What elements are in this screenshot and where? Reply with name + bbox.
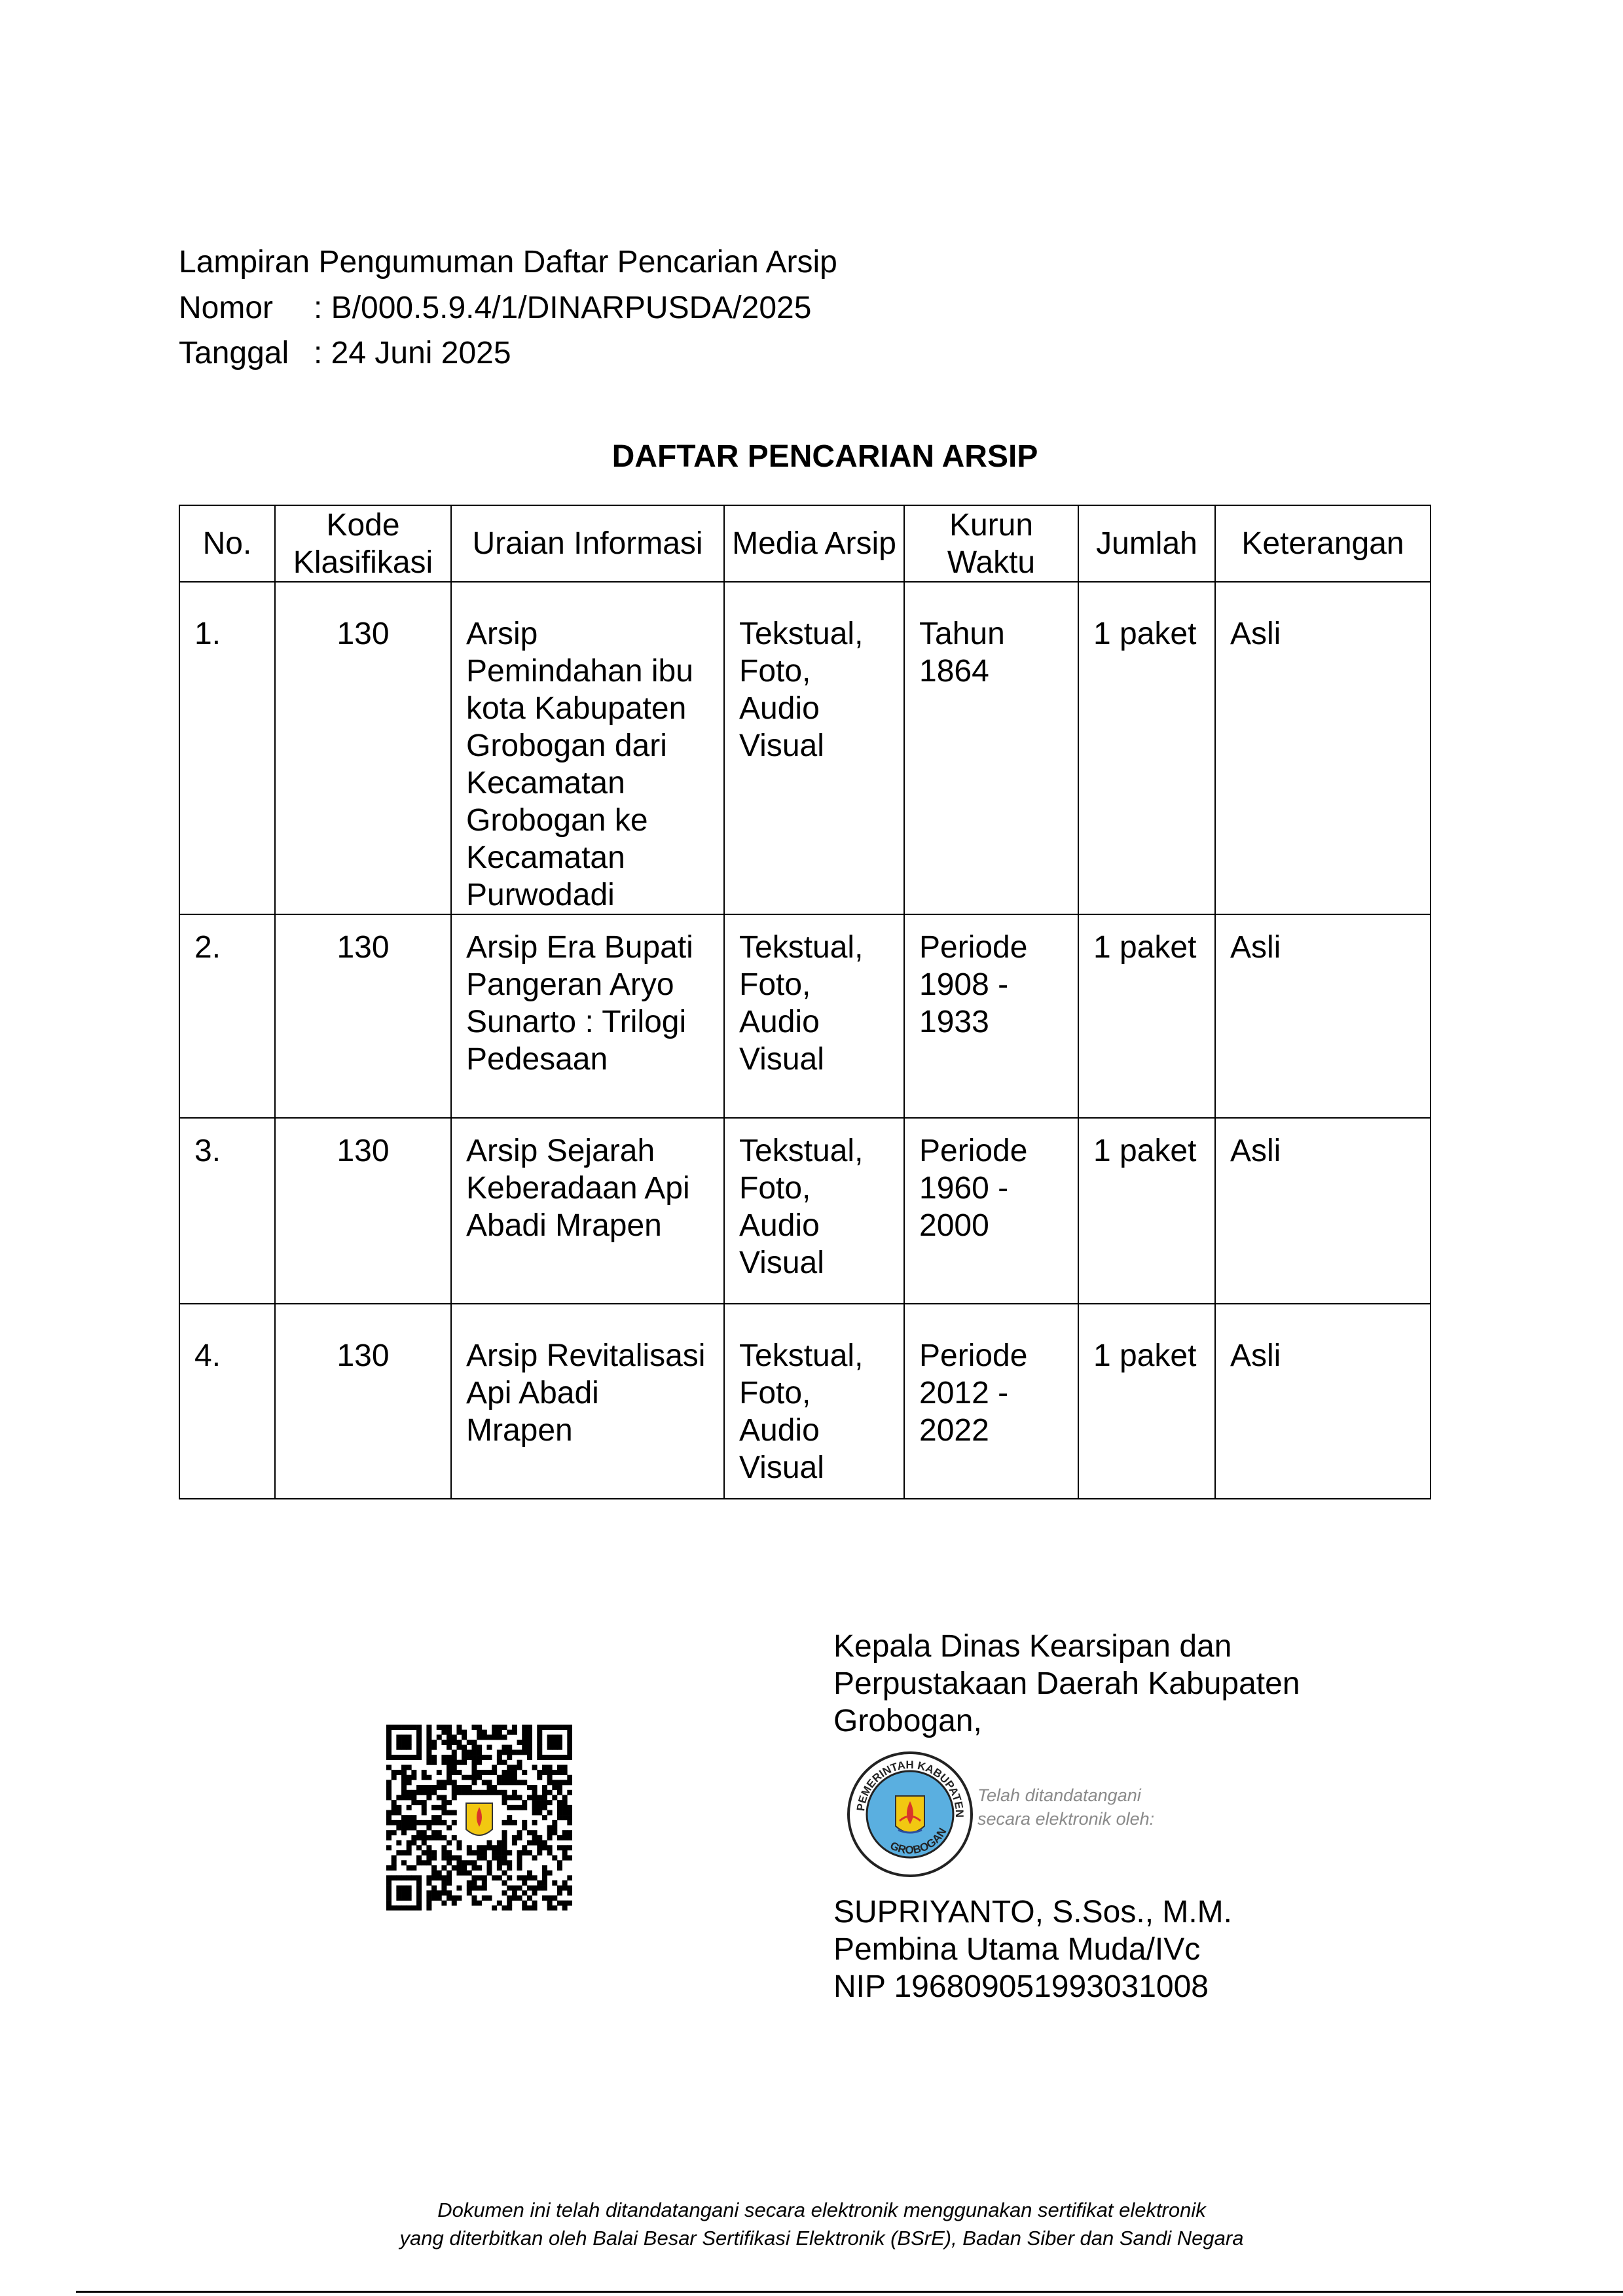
table-row: 2. 130 Arsip Era Bupati Pangeran Aryo Su… xyxy=(179,914,1431,1119)
signatory-position: Kepala Dinas Kearsipan dan Perpustakaan … xyxy=(833,1628,1300,1740)
col-header: Media Arsip xyxy=(723,505,905,583)
cell-keterangan: Asli xyxy=(1214,1303,1431,1499)
archive-table: No. Kode Klasifikasi Uraian Informasi Me… xyxy=(179,505,1431,1499)
seal-logo: PEMERINTAH KABUPATEN GROBOGAN xyxy=(847,1751,973,1877)
footer-line: yang diterbitkan oleh Balai Besar Sertif… xyxy=(399,2227,1244,2250)
cell-no: 1. xyxy=(179,581,276,915)
cell-keterangan: Asli xyxy=(1214,1117,1431,1304)
cell-jumlah: 1 paket xyxy=(1078,1117,1216,1304)
cell-kurun: Periode 2012 - 2022 xyxy=(903,1303,1079,1499)
footer-line: Dokumen ini telah ditandatangani secara … xyxy=(437,2198,1206,2221)
qr-emblem-icon xyxy=(465,1803,493,1836)
table-header-row: No. Kode Klasifikasi Uraian Informasi Me… xyxy=(179,505,1431,583)
cell-keterangan: Asli xyxy=(1214,581,1431,915)
tanggal-value: : 24 Juni 2025 xyxy=(314,336,511,370)
tanggal-line: Tanggal : 24 Juni 2025 xyxy=(179,331,511,376)
cell-media: Tekstual, Foto, Audio Visual xyxy=(723,1303,905,1499)
stamp-line: Telah ditandatangani xyxy=(977,1785,1141,1805)
document-title: DAFTAR PENCARIAN ARSIP xyxy=(611,439,1038,474)
position-line: Grobogan, xyxy=(833,1704,982,1738)
cell-media: Tekstual, Foto, Audio Visual xyxy=(723,1117,905,1304)
col-header: Uraian Informasi xyxy=(450,505,725,583)
nomor-value: : B/000.5.9.4/1/DINARPUSDA/2025 xyxy=(314,291,812,325)
cell-jumlah: 1 paket xyxy=(1078,1303,1216,1499)
qr-code xyxy=(386,1725,572,1910)
cell-uraian: Arsip Sejarah Keberadaan Api Abadi Mrape… xyxy=(450,1117,725,1304)
col-header: Jumlah xyxy=(1078,505,1216,583)
cell-kurun: Periode 1960 - 2000 xyxy=(903,1117,1079,1304)
cell-no: 2. xyxy=(179,914,276,1119)
footer-note: Dokumen ini telah ditandatangani secara … xyxy=(0,2196,1623,2252)
cell-keterangan: Asli xyxy=(1214,914,1431,1119)
cell-kode: 130 xyxy=(274,1117,452,1304)
position-line: Kepala Dinas Kearsipan dan xyxy=(833,1629,1232,1664)
signatory-identity: SUPRIYANTO, S.Sos., M.M. Pembina Utama M… xyxy=(833,1893,1232,2005)
cell-kurun: Tahun 1864 xyxy=(903,581,1079,915)
cell-kode: 130 xyxy=(274,1303,452,1499)
cell-media: Tekstual, Foto, Audio Visual xyxy=(723,914,905,1119)
cell-kode: 130 xyxy=(274,914,452,1119)
cell-no: 4. xyxy=(179,1303,276,1499)
signatory-nip: NIP 196809051993031008 xyxy=(833,1969,1209,2004)
cell-jumlah: 1 paket xyxy=(1078,581,1216,915)
tanggal-label: Tanggal xyxy=(179,336,289,370)
col-header: Keterangan xyxy=(1214,505,1431,583)
cell-uraian: Arsip Revitalisasi Api Abadi Mrapen xyxy=(450,1303,725,1499)
nomor-label: Nomor xyxy=(179,291,274,325)
col-header: No. xyxy=(179,505,276,583)
cell-kurun: Periode 1908 - 1933 xyxy=(903,914,1079,1119)
nomor-line: Nomor : B/000.5.9.4/1/DINARPUSDA/2025 xyxy=(179,285,811,331)
cell-media: Tekstual, Foto, Audio Visual xyxy=(723,581,905,915)
cell-no: 3. xyxy=(179,1117,276,1304)
position-line: Perpustakaan Daerah Kabupaten xyxy=(833,1666,1300,1701)
cell-uraian: Arsip Pemindahan ibu kota Kabupaten Grob… xyxy=(450,581,725,915)
attachment-heading: Lampiran Pengumuman Daftar Pencarian Ars… xyxy=(179,245,837,279)
table-row: 3. 130 Arsip Sejarah Keberadaan Api Abad… xyxy=(179,1117,1431,1304)
col-header: Kode Klasifikasi xyxy=(274,505,452,583)
cell-uraian: Arsip Era Bupati Pangeran Aryo Sunarto :… xyxy=(450,914,725,1119)
e-signature-note: Telah ditandatangani secara elektronik o… xyxy=(977,1784,1154,1831)
col-header: Kurun Waktu xyxy=(903,505,1079,583)
table-row: 4. 130 Arsip Revitalisasi Api Abadi Mrap… xyxy=(179,1303,1431,1499)
table-row: 1. 130 Arsip Pemindahan ibu kota Kabupat… xyxy=(179,581,1431,915)
signatory-rank: Pembina Utama Muda/IVc xyxy=(833,1932,1201,1967)
stamp-line: secara elektronik oleh: xyxy=(977,1809,1155,1829)
signatory-name: SUPRIYANTO, S.Sos., M.M. xyxy=(833,1895,1232,1929)
footer-divider xyxy=(76,2291,1623,2293)
cell-kode: 130 xyxy=(274,581,452,915)
cell-jumlah: 1 paket xyxy=(1078,914,1216,1119)
